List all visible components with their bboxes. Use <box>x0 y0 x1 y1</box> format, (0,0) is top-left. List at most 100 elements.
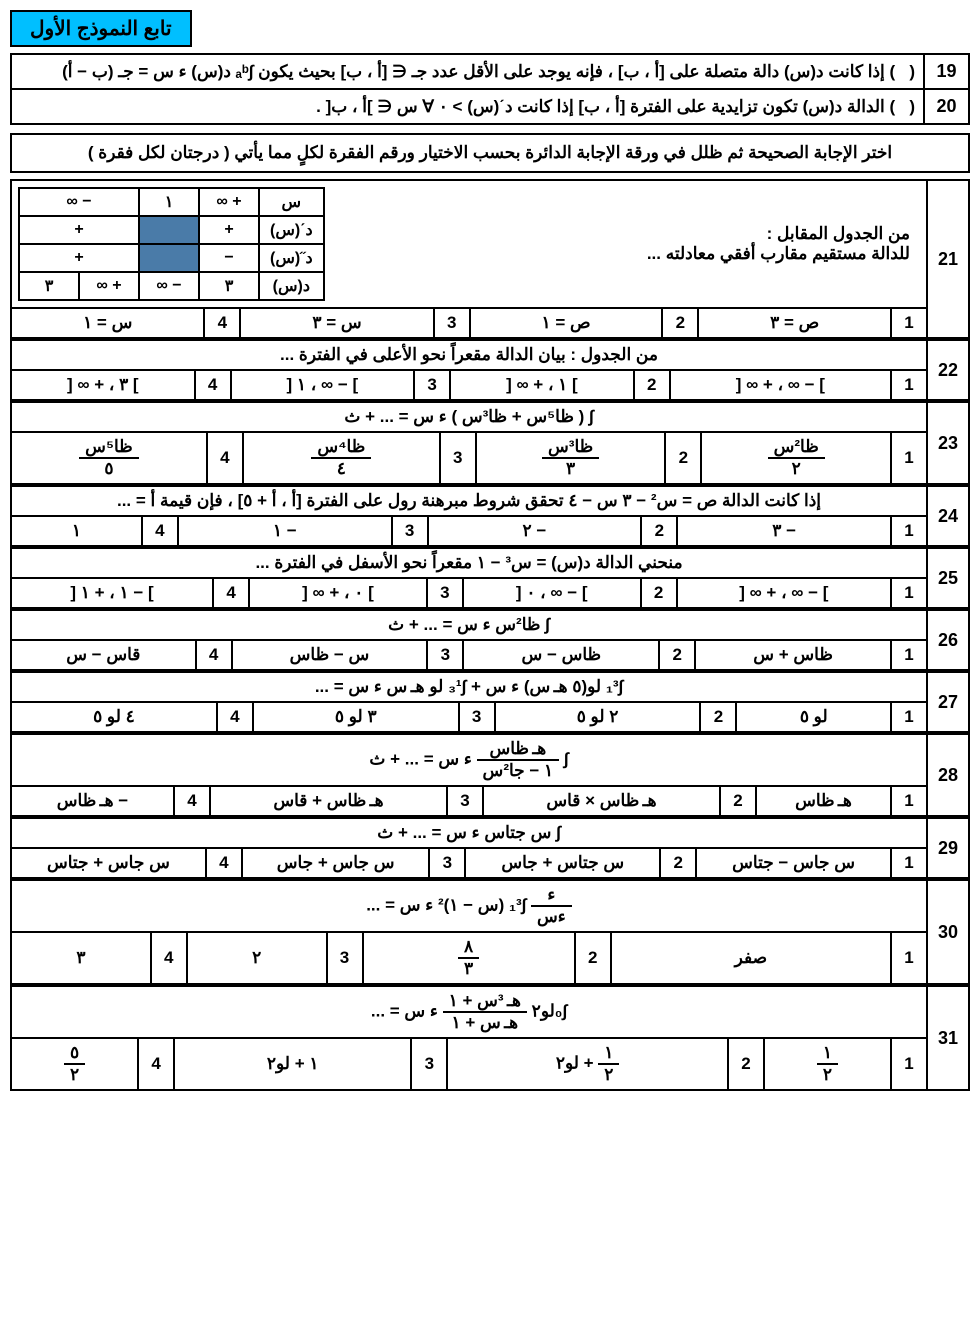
option-value[interactable]: ظا⁵س٥ <box>11 432 207 484</box>
option-value[interactable]: ١٢ + لو٢ <box>447 1038 728 1090</box>
option-number: 1 <box>891 308 927 338</box>
option-number: 4 <box>217 702 253 732</box>
option-value[interactable]: هـ ظاس + قاس <box>210 786 447 816</box>
option-number: 1 <box>891 932 927 984</box>
q-number: 22 <box>927 340 969 400</box>
option-number: 1 <box>891 432 927 484</box>
option-value[interactable]: ] ٣ ، + ∞ [ <box>11 370 195 400</box>
q-number: 21 <box>927 180 969 338</box>
option-value[interactable]: ١ + لو٢ <box>174 1038 411 1090</box>
q-text: ∫ ( ظا⁵س + ظا³س ) ء س = ... + ث <box>11 402 927 432</box>
option-value[interactable]: ٣ لو ٥ <box>253 702 459 732</box>
option-value[interactable]: ] − ١ ، + ١ [ <box>11 578 213 608</box>
q-text: إذا كانت الدالة ص = س² − ٣ س − ٤ تحقق شر… <box>11 486 927 516</box>
option-value[interactable]: ١٢ <box>764 1038 891 1090</box>
question-26: 26 ∫ ظا²س ء س = ... + ث 1 ظاس + س2 ظاس −… <box>10 609 970 671</box>
true-false-table: 19 ( ) إذا كانت د(س) دالة متصلة على [أ ،… <box>10 53 970 125</box>
option-value[interactable]: ص = ١ <box>470 308 663 338</box>
tf-statement: ( ) إذا كانت د(س) دالة متصلة على [أ ، ب]… <box>11 54 924 89</box>
mc-instruction: اختر الإجابة الصحيحة ثم ظلل في ورقة الإج… <box>10 133 970 173</box>
q-number: 26 <box>927 610 969 670</box>
page-header: تابع النموذج الأول <box>10 10 192 47</box>
option-value[interactable]: ٢ <box>187 932 327 984</box>
q21-sign-table: س + ∞ ١ − ∞ دˊ(س) + + د˝(س) − <box>18 187 325 301</box>
option-value[interactable]: ٨٣ <box>363 932 575 984</box>
option-value[interactable]: ٥٢ <box>11 1038 138 1090</box>
option-value[interactable]: لو ٥ <box>736 702 891 732</box>
option-value[interactable]: ظا⁴س٤ <box>243 432 440 484</box>
option-number: 4 <box>138 1038 174 1090</box>
option-value[interactable]: ] ٠ ، + ∞ [ <box>249 578 427 608</box>
question-22: 22 من الجدول : بيان الدالة مقعراً نحو ال… <box>10 339 970 401</box>
option-number: 2 <box>665 432 701 484</box>
question-21: 21 من الجدول المقابل : للدالة مستقيم مقا… <box>10 179 970 339</box>
option-number: 1 <box>891 848 927 878</box>
question-31: 31 ∫₀‎لو٢ هـ ³س + ١هـ س + ١ ء س = ... 1 … <box>10 985 970 1091</box>
option-value[interactable]: ٤ لو ٥ <box>11 702 217 732</box>
option-number: 3 <box>411 1038 447 1090</box>
option-number: 1 <box>891 516 927 546</box>
option-value[interactable]: ظا²س٢ <box>701 432 891 484</box>
option-number: 2 <box>659 640 695 670</box>
option-value[interactable]: هـ ظاس × قاس <box>483 786 720 816</box>
option-value[interactable]: ظاس − س <box>463 640 659 670</box>
option-number: 4 <box>204 308 240 338</box>
option-value[interactable]: ص = ٣ <box>698 308 891 338</box>
option-value[interactable]: ١ <box>11 516 142 546</box>
question-27: 27 ∫₁³ لو(٥ هـ س) ء س + ∫₃¹ لو هـ س ء س … <box>10 671 970 733</box>
option-number: 1 <box>891 702 927 732</box>
option-value[interactable]: س = ٣ <box>240 308 433 338</box>
option-value[interactable]: هـ ظاس <box>756 786 891 816</box>
option-number: 4 <box>207 432 243 484</box>
option-number: 1 <box>891 578 927 608</box>
option-number: 4 <box>195 370 231 400</box>
option-value[interactable]: س جاس + جاس <box>242 848 430 878</box>
option-number: 3 <box>440 432 476 484</box>
option-value[interactable]: س = ١ <box>11 308 204 338</box>
option-number: 1 <box>891 1038 927 1090</box>
option-number: 1 <box>891 370 927 400</box>
option-value[interactable]: ] ١ ، + ∞ [ <box>450 370 634 400</box>
q-text: ∫ هـ ظاس١ − جا²س ء س = ... + ث <box>11 734 927 786</box>
option-value[interactable]: س − ظاس <box>232 640 428 670</box>
option-value[interactable]: صفر <box>611 932 891 984</box>
q-number: 29 <box>927 818 969 878</box>
option-value[interactable]: س جتاس + جاس <box>465 848 660 878</box>
option-number: 2 <box>660 848 696 878</box>
q-text: منحني الدالة د(س) = س³ − ١ مقعراً نحو ال… <box>11 548 927 578</box>
option-value[interactable]: س جاس + جتاس <box>11 848 206 878</box>
option-number: 3 <box>427 640 463 670</box>
option-value[interactable]: ] − ∞ ، + ∞ [ <box>670 370 891 400</box>
option-value[interactable]: ظا³س٣ <box>476 432 666 484</box>
question-23: 23 ∫ ( ظا⁵س + ظا³س ) ء س = ... + ث 1 ظا²… <box>10 401 970 485</box>
option-number: 2 <box>641 516 677 546</box>
option-number: 3 <box>434 308 470 338</box>
q21-text-line2: للدالة مستقيم مقارب أفقي معادلته ... <box>325 244 910 264</box>
option-value[interactable]: س جاس − جتاس <box>696 848 891 878</box>
q-text: ∫₀‎لو٢ هـ ³س + ١هـ س + ١ ء س = ... <box>11 986 927 1038</box>
option-number: 3 <box>427 578 463 608</box>
option-value[interactable]: ٢ لو ٥ <box>495 702 701 732</box>
q-number: 31 <box>927 986 969 1090</box>
question-25: 25 منحني الدالة د(س) = س³ − ١ مقعراً نحو… <box>10 547 970 609</box>
option-number: 4 <box>206 848 242 878</box>
option-value[interactable]: ظاس + س <box>695 640 891 670</box>
option-value[interactable]: ] − ∞ ، ١ [ <box>231 370 415 400</box>
q-text: ءءس ∫₁³ (س − ١)² ء س = ... <box>11 880 927 932</box>
question-29: 29 ∫ س جتاس ء س = ... + ث 1 س جاس − جتاس… <box>10 817 970 879</box>
option-number: 2 <box>700 702 736 732</box>
option-value[interactable]: − ٢ <box>428 516 642 546</box>
tf-number: 19 <box>924 54 969 89</box>
option-value[interactable]: ٣ <box>11 932 151 984</box>
q-number: 30 <box>927 880 969 984</box>
option-number: 2 <box>641 578 677 608</box>
option-value[interactable]: قاس − س <box>11 640 196 670</box>
option-value[interactable]: ] − ∞ ، ٠ [ <box>463 578 641 608</box>
option-value[interactable]: − هـ ظاس <box>11 786 174 816</box>
option-value[interactable]: − ١ <box>178 516 392 546</box>
option-value[interactable]: − ٣ <box>677 516 891 546</box>
option-number: 2 <box>720 786 756 816</box>
option-value[interactable]: ] − ∞ ، + ∞ [ <box>677 578 891 608</box>
option-number: 3 <box>447 786 483 816</box>
q-number: 23 <box>927 402 969 484</box>
